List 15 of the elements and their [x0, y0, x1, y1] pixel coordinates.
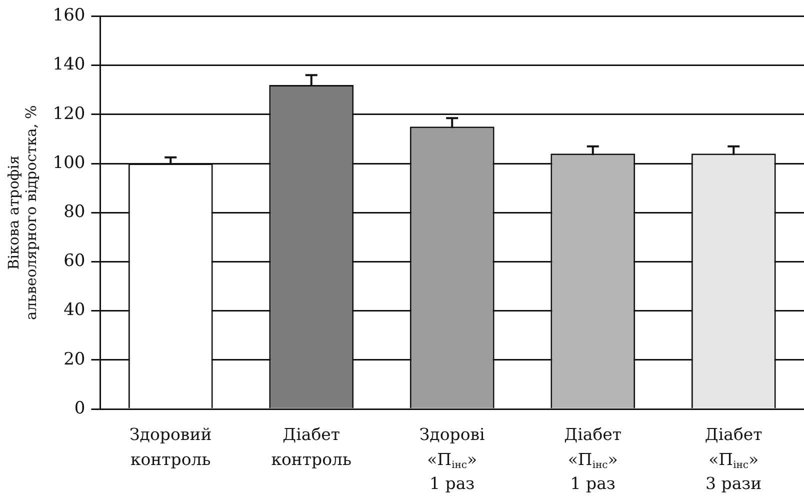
x-tick-label: Здорові «П$_{інс}$» 1 раз — [418, 424, 486, 495]
x-tick-label: Діабет контроль — [270, 424, 353, 470]
y-tick-label: 100 — [52, 152, 86, 173]
y-tick-label: 40 — [64, 300, 86, 320]
x-tick-label: Діабет «П$_{інс}$» 1 раз — [563, 424, 623, 495]
y-tick-label: 140 — [52, 54, 86, 75]
y-tick-label: 160 — [52, 6, 86, 26]
y-tick-label: 60 — [64, 251, 86, 272]
y-tick-label: 120 — [52, 104, 86, 124]
y-axis-title: Вікова атрофія альвеолярного відростка, % — [6, 105, 40, 320]
y-tick-label: 80 — [64, 202, 86, 222]
x-tick-label: Діабет «П$_{інс}$» 3 рази — [704, 424, 764, 495]
x-tick-label: Здоровий контроль — [128, 424, 213, 470]
y-tick-label: 20 — [64, 349, 86, 370]
y-tick-label: 0 — [74, 398, 86, 418]
